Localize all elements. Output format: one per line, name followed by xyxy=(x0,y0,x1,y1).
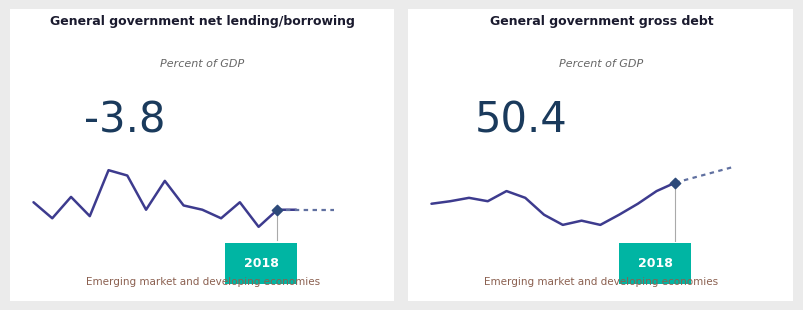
Text: Emerging market and developing economies: Emerging market and developing economies xyxy=(85,277,320,287)
Text: General government net lending/borrowing: General government net lending/borrowing xyxy=(50,16,355,29)
FancyBboxPatch shape xyxy=(611,241,698,286)
Point xyxy=(271,207,283,212)
Text: Percent of GDP: Percent of GDP xyxy=(161,59,244,69)
Text: 2018: 2018 xyxy=(243,257,279,270)
Text: 2018: 2018 xyxy=(637,257,672,270)
Text: General government gross debt: General government gross debt xyxy=(489,16,712,29)
Text: 50.4: 50.4 xyxy=(474,99,566,141)
Point xyxy=(668,180,681,185)
Text: Percent of GDP: Percent of GDP xyxy=(559,59,642,69)
Text: -3.8: -3.8 xyxy=(84,99,165,141)
FancyBboxPatch shape xyxy=(218,241,304,286)
Text: Emerging market and developing economies: Emerging market and developing economies xyxy=(483,277,718,287)
